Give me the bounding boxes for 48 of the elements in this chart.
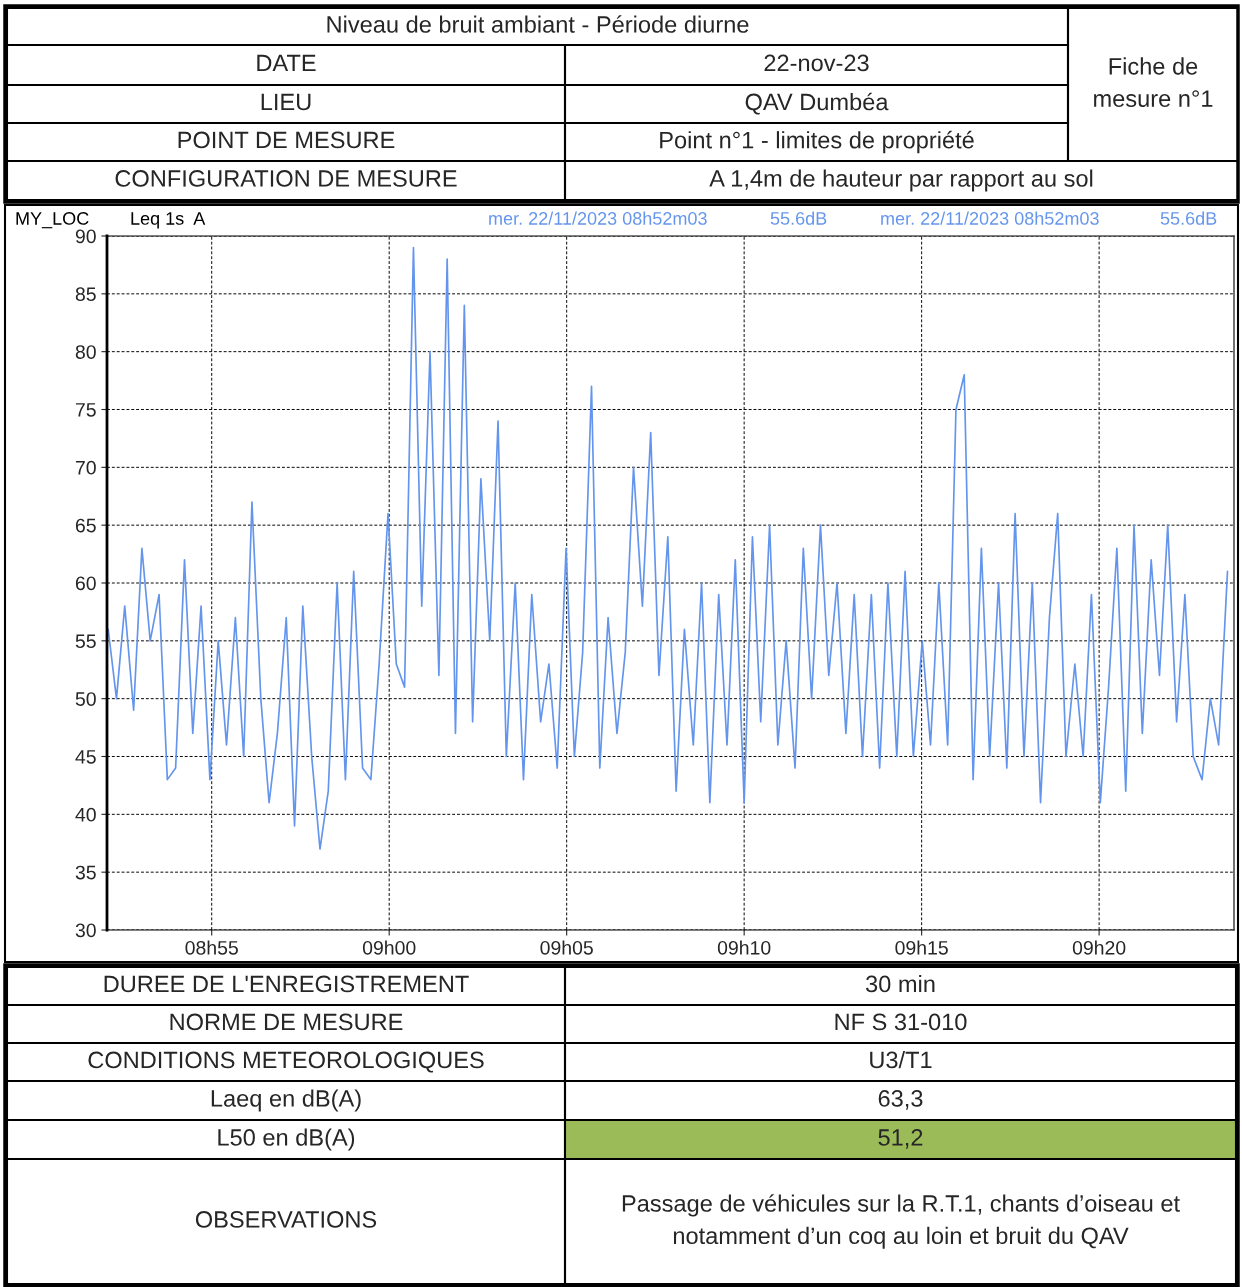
text: mer. 22/11/2023 08h52m03 — [489, 211, 707, 225]
text: 51,2 — [878, 1129, 923, 1149]
y-tick-label: 30 — [75, 923, 96, 938]
y-tick-label: 85 — [75, 287, 96, 302]
text: OBSERVATIONS — [195, 1211, 377, 1228]
x-tick-label: 08h55 — [185, 940, 238, 955]
chart-title: Niveau de bruit ambiant - Période diurne — [327, 15, 749, 33]
text: 55.6dB — [1160, 211, 1217, 225]
text: U3/T1 — [870, 1050, 932, 1069]
text: NORME DE MESURE — [170, 1013, 403, 1031]
text: 55.6dB — [770, 211, 827, 225]
y-tick-label: 40 — [75, 807, 96, 822]
text: Point n°1 - limites de propriété — [660, 130, 974, 154]
text: Leq 1s A — [131, 212, 206, 229]
x-tick-label: 09h05 — [540, 940, 593, 955]
y-tick-label: 65 — [75, 518, 96, 533]
text: NF S 31-010 — [835, 1013, 967, 1031]
text: mer. 22/11/2023 08h52m03 — [881, 211, 1099, 225]
x-tick-label: 09h00 — [362, 940, 416, 955]
y-tick-label: 90 — [75, 229, 96, 244]
text: Passage de véhicules sur la R.T.1, chants d’oiseau et notamment d’un coq au loin et bruit du QAV — [622, 1194, 1180, 1249]
text: CONFIGURATION DE MESURE — [115, 170, 457, 187]
line-series — [107, 246, 1229, 850]
x-tick-label: 09h10 — [717, 940, 771, 955]
text: CONDITIONS METEOROLOGIQUES — [88, 1051, 484, 1073]
text: 63,3 — [878, 1090, 923, 1110]
y-tick-label: 50 — [75, 692, 96, 706]
y-tick-label: 45 — [75, 750, 96, 764]
text: Laeq en dB(A) — [211, 1089, 361, 1112]
text: 22-nov-23 — [764, 54, 869, 72]
text: A 1,4m de hauteur par rapport au sol — [709, 169, 1093, 192]
text: 30 min — [865, 974, 935, 993]
y-tick-label: 55 — [75, 634, 96, 649]
y-tick-label: 60 — [75, 576, 96, 591]
text: Fiche de mesure n°1 — [1094, 57, 1213, 107]
y-tick-label: 70 — [75, 460, 96, 475]
text: DUREE DE L'ENREGISTREMENT — [104, 975, 469, 993]
text: DATE — [257, 54, 316, 72]
x-tick-label: 09h15 — [895, 940, 948, 955]
y-tick-label: 75 — [75, 403, 96, 417]
text: LIEU — [261, 93, 311, 111]
y-tick-label: 35 — [75, 865, 96, 880]
x-tick-label: 09h20 — [1072, 940, 1126, 955]
text: POINT DE MESURE — [178, 131, 395, 149]
text: L50 en dB(A) — [218, 1128, 355, 1151]
text: QAV Dumbéa — [745, 92, 889, 115]
text: MY_LOC — [16, 212, 89, 229]
y-tick-label: 80 — [75, 345, 96, 359]
